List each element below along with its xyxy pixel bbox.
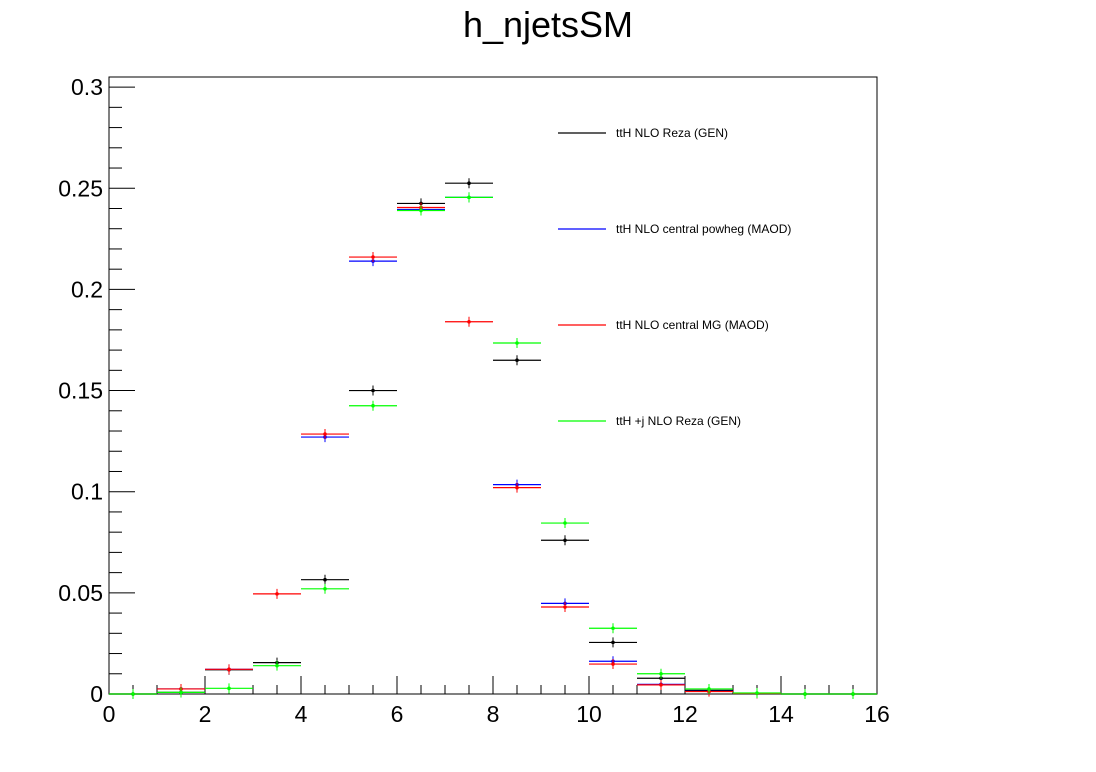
data-point <box>467 319 471 324</box>
data-point <box>419 208 423 213</box>
data-point <box>371 403 375 408</box>
legend-label: ttH +j NLO Reza (GEN) <box>616 414 741 428</box>
y-tick-label: 0.3 <box>71 74 103 100</box>
data-point <box>371 255 375 259</box>
legend-label: ttH NLO Reza (GEN) <box>616 126 728 140</box>
data-point <box>227 686 231 691</box>
x-tick-label: 2 <box>199 701 212 727</box>
data-point <box>515 341 519 345</box>
data-point <box>323 432 327 436</box>
data-point <box>659 683 663 687</box>
x-tick-label: 8 <box>487 701 500 727</box>
x-tick-label: 10 <box>576 701 602 727</box>
data-point <box>275 592 279 596</box>
data-point <box>515 358 519 363</box>
data-point <box>659 671 663 676</box>
data-point <box>563 538 567 543</box>
y-tick-label: 0 <box>90 681 103 707</box>
data-point <box>707 687 711 691</box>
x-tick-label: 4 <box>295 701 308 727</box>
legend-label: ttH NLO central MG (MAOD) <box>616 318 769 332</box>
data-point <box>611 662 615 666</box>
data-point <box>803 692 807 696</box>
x-tick-label: 12 <box>672 701 698 727</box>
y-tick-label: 0.25 <box>58 175 103 201</box>
data-point <box>227 667 231 672</box>
x-tick-label: 14 <box>768 701 794 727</box>
chart-title: h_njetsSM <box>462 4 634 45</box>
data-point <box>611 640 615 645</box>
series-tth-nlo-central-mg-maod- <box>109 202 877 699</box>
x-tick-label: 6 <box>391 701 404 727</box>
y-tick-label: 0.1 <box>71 479 103 505</box>
data-point <box>371 388 375 393</box>
data-point <box>467 181 471 186</box>
data-point <box>515 485 519 490</box>
x-tick-label: 0 <box>103 701 116 727</box>
series-tth-nlo-reza-gen- <box>109 178 877 699</box>
data-point <box>275 663 279 668</box>
y-tick-label: 0.15 <box>58 378 103 404</box>
legend-label: ttH NLO central powheg (MAOD) <box>616 222 791 236</box>
data-point <box>323 577 327 582</box>
data-point <box>851 692 855 696</box>
x-tick-label: 16 <box>864 701 890 727</box>
y-tick-label: 0.2 <box>71 276 103 302</box>
series-tth-nlo-central-powheg-maod- <box>109 192 877 699</box>
data-point <box>563 605 567 609</box>
data-point <box>323 587 327 591</box>
data-point <box>755 691 759 695</box>
data-point <box>467 195 471 200</box>
series-tth-j-nlo-reza-gen- <box>109 192 877 699</box>
data-point <box>179 690 183 695</box>
data-point <box>563 521 567 525</box>
y-tick-label: 0.05 <box>58 580 103 606</box>
data-point <box>131 692 135 696</box>
plot-frame <box>108 76 878 695</box>
data-point <box>611 626 615 631</box>
